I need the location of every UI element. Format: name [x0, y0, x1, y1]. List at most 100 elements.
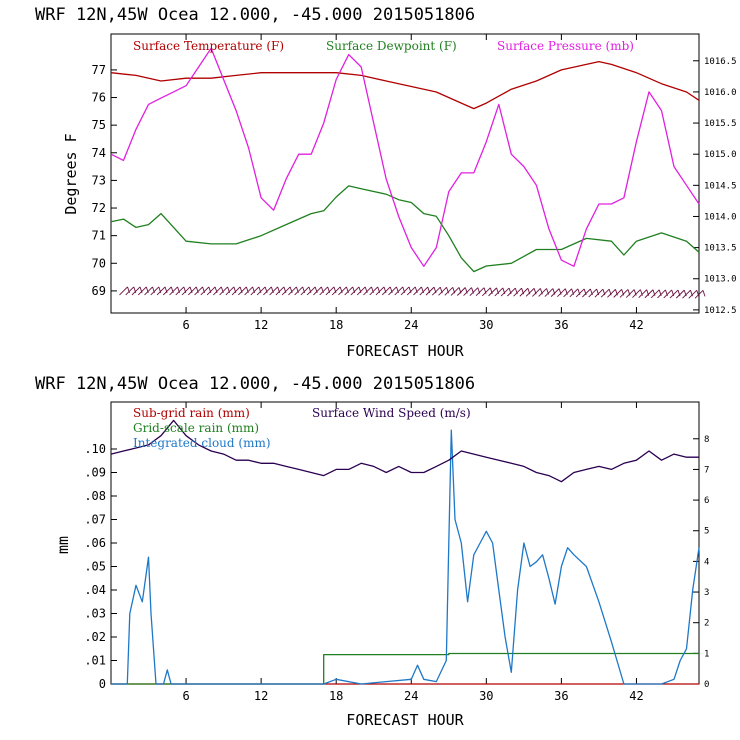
- wind-barb: [557, 288, 566, 298]
- plot-frame: [110, 33, 700, 314]
- wind-barb: [281, 286, 291, 296]
- legend-entry: Surface Wind Speed (m/s): [312, 406, 471, 420]
- wind-barb: [263, 286, 272, 296]
- wind-barb: [500, 287, 510, 297]
- wind-barb: [381, 286, 391, 296]
- wind-barb: [125, 286, 135, 296]
- wind-barb: [175, 286, 185, 296]
- wind-barb: [669, 289, 679, 299]
- wind-barb: [206, 286, 216, 296]
- wind-barb: [613, 289, 622, 298]
- y-tick-label: .10: [84, 442, 106, 456]
- wind-barb: [425, 286, 435, 296]
- wind-barb: [569, 288, 579, 298]
- series-lines: [110, 419, 700, 685]
- y-tick-label: 73: [92, 173, 106, 187]
- y-axis-label: Degrees F: [62, 133, 80, 214]
- wind-barb: [313, 286, 322, 296]
- wind-barb: [463, 287, 472, 296]
- wind-barb: [256, 286, 266, 296]
- wind-barb: [650, 289, 660, 299]
- y-tick-label: 72: [92, 201, 106, 215]
- wind-barb: [331, 286, 341, 296]
- wind-barb: [444, 287, 454, 296]
- y2-tick-label: 4: [704, 557, 709, 567]
- wind-barb: [494, 287, 504, 297]
- wind-barb: [150, 286, 160, 296]
- chart-title: WRF 12N,45W Ocea 12.000, -45.000 2015051…: [35, 5, 475, 25]
- wind-barb: [682, 289, 691, 299]
- integrated-cloud-line: [111, 429, 700, 685]
- wind-barb: [607, 288, 616, 298]
- wind-barb: [544, 288, 554, 297]
- y2-tick-label: 1014.5: [704, 181, 737, 191]
- y-tick-label: .03: [84, 607, 106, 621]
- wind-barb: [325, 286, 335, 296]
- legend: Surface Temperature (F) Surface Dewpoint …: [133, 39, 634, 53]
- wind-barb: [225, 286, 235, 296]
- wind-barb: [406, 286, 416, 296]
- wind-barb: [431, 286, 441, 296]
- wind-barb: [363, 286, 372, 296]
- wind-barb: [369, 286, 379, 296]
- surface-dewpoint-line: [110, 185, 700, 273]
- x-tick-label: 18: [329, 318, 343, 332]
- legend-entry: Grid-scale rain (mm): [133, 421, 259, 435]
- y-tick-label: .02: [84, 630, 106, 644]
- wind-barb: [213, 286, 222, 296]
- y-tick-label: 75: [92, 118, 106, 132]
- wind-barb: [394, 286, 404, 296]
- wind-barb: [144, 286, 153, 296]
- wind-barb: [702, 290, 706, 297]
- y-tick-label: 71: [92, 229, 106, 243]
- y2-tick-label: 1013.0: [704, 275, 737, 285]
- wind-barb: [181, 286, 191, 296]
- y-tick-label: .09: [84, 466, 106, 480]
- x-tick-label: 24: [404, 318, 418, 332]
- wind-barb: [162, 286, 172, 296]
- y2-tick-label: 1015.0: [704, 150, 737, 160]
- y2-tick-label: 1015.5: [704, 119, 737, 129]
- precipitation-wind-chart: WRF 12N,45W Ocea 12.000, -45.000 2015051…: [35, 374, 709, 729]
- y2-tick-label: 5: [704, 527, 709, 537]
- wind-barb: [575, 288, 585, 298]
- wind-barb: [300, 286, 310, 296]
- wind-barb: [131, 286, 141, 296]
- legend-entry: Integrated cloud (mm): [133, 436, 271, 450]
- wind-barb: [538, 288, 547, 297]
- wind-barb: [644, 289, 654, 299]
- y-tick-label: 0: [99, 677, 106, 691]
- wind-barb: [638, 289, 648, 298]
- wind-barb: [119, 286, 128, 296]
- y-tick-label: 69: [92, 284, 106, 298]
- surface-pressure-line: [110, 47, 700, 267]
- wind-barb: [657, 289, 666, 299]
- wind-barb: [194, 286, 203, 296]
- wind-barb: [588, 288, 597, 298]
- wind-barb: [244, 286, 253, 296]
- series-lines: [110, 47, 700, 273]
- wind-barb: [675, 289, 685, 299]
- surface-temperature-line: [110, 60, 700, 110]
- wind-barb: [663, 289, 673, 299]
- wind-barb: [231, 286, 241, 296]
- x-tick-label: 12: [254, 318, 268, 332]
- x-tick-label: 18: [329, 689, 343, 703]
- y-axis-label: mm: [54, 536, 72, 554]
- wind-barb: [582, 288, 591, 298]
- wind-barb: [450, 287, 460, 296]
- y-tick-label: .06: [84, 536, 106, 550]
- wind-barb: [513, 287, 522, 297]
- y2-tick-label: 1013.5: [704, 244, 737, 254]
- wind-barb: [156, 286, 166, 296]
- wind-barb: [350, 286, 360, 296]
- wind-barb: [413, 286, 422, 296]
- y2-tick-label: 1016.0: [704, 88, 737, 98]
- wind-barb: [238, 286, 247, 296]
- wind-barb: [619, 289, 629, 298]
- wind-barb: [525, 288, 535, 297]
- x-axis-label: FORECAST HOUR: [346, 711, 464, 729]
- wind-barb: [563, 288, 572, 298]
- wind-barb: [306, 286, 316, 296]
